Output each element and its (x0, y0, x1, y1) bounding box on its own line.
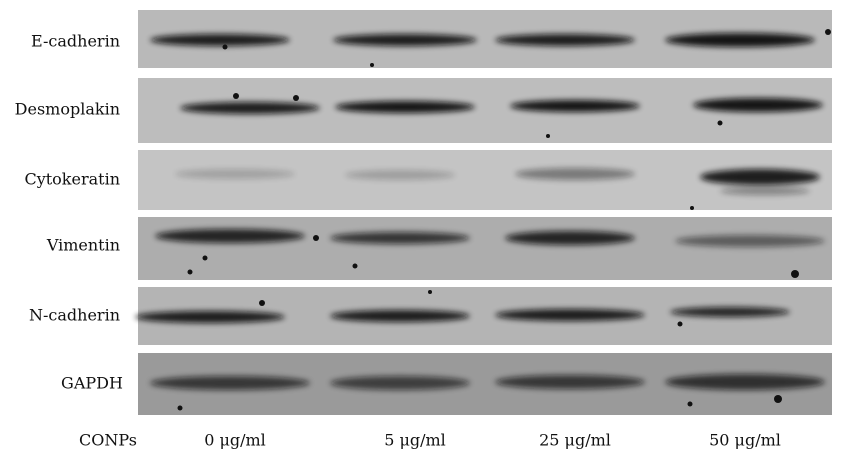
row-label: E-cadherin (31, 32, 120, 51)
band (495, 375, 645, 389)
bands (135, 33, 825, 390)
band (333, 34, 477, 46)
band (330, 310, 470, 322)
band (175, 169, 295, 179)
band (180, 102, 320, 114)
band (675, 235, 825, 247)
lane-axis-label: CONPs (79, 431, 137, 450)
band (510, 100, 640, 112)
band (150, 34, 290, 46)
lane-label: 25 μg/ml (539, 431, 611, 450)
band (495, 34, 635, 46)
band (335, 101, 475, 113)
row-label: GAPDH (61, 374, 123, 393)
lane-label: 50 μg/ml (709, 431, 781, 450)
band (515, 168, 635, 180)
band (330, 232, 470, 244)
band (155, 229, 305, 243)
row-label: N-cadherin (29, 306, 120, 325)
band (135, 311, 285, 323)
band (665, 374, 825, 390)
band (693, 98, 823, 112)
row-label: Vimentin (46, 236, 120, 255)
specks (177, 29, 831, 411)
band (720, 187, 810, 195)
band (700, 169, 820, 185)
band (345, 170, 455, 180)
blot-panel (138, 217, 832, 280)
band (665, 33, 815, 47)
band (495, 309, 645, 321)
lane-label: 5 μg/ml (384, 431, 446, 450)
row-label: Desmoplakin (15, 100, 120, 119)
band (330, 376, 470, 390)
row-label: Cytokeratin (24, 170, 120, 189)
blot-panels (138, 10, 832, 415)
band (505, 231, 635, 245)
band (150, 376, 310, 390)
lane-label: 0 μg/ml (204, 431, 266, 450)
band (670, 307, 790, 317)
